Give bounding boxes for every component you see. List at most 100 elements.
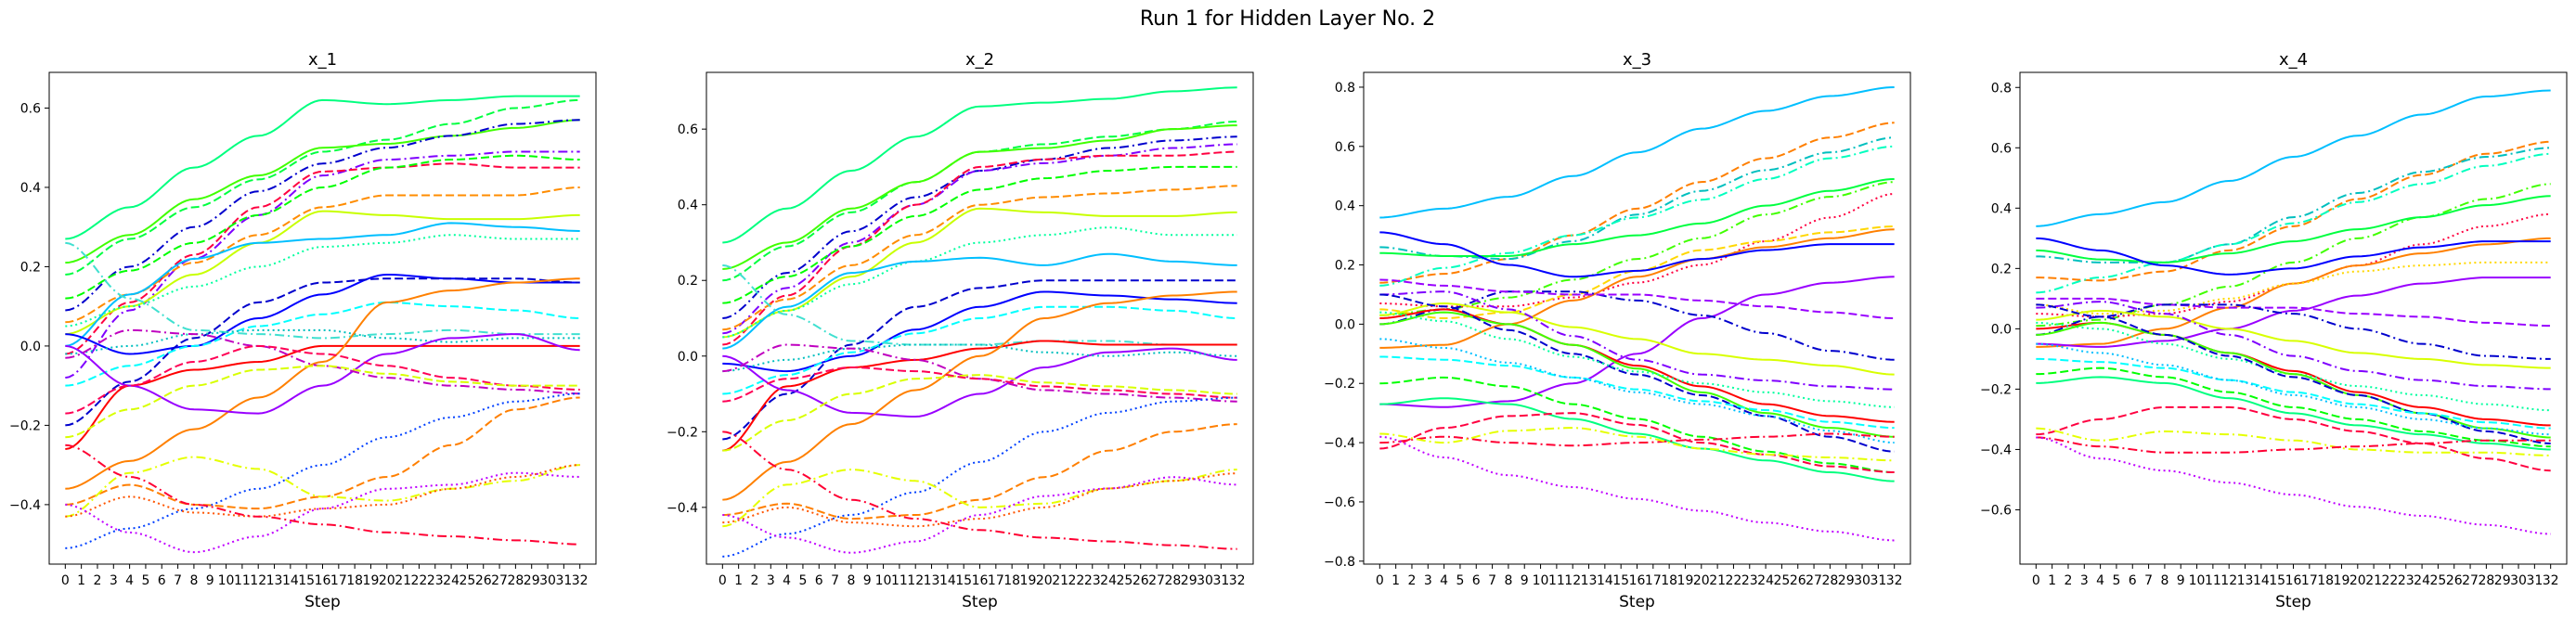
- x-tick-label: 17: [330, 573, 347, 588]
- x-tick-label: 32: [1886, 573, 1903, 588]
- series-line-5: [722, 143, 1237, 335]
- y-tick-label: −0.4: [1324, 436, 1355, 451]
- x-tick-label: 28: [1821, 573, 1838, 588]
- x-tick-label: 23: [1084, 573, 1101, 588]
- x-tick-label: 10: [1533, 573, 1549, 588]
- y-tick-label: 0.0: [20, 340, 41, 354]
- x-tick-label: 23: [427, 573, 444, 588]
- x-tick-label: 19: [363, 573, 380, 588]
- x-tick-label: 29: [1181, 573, 1197, 588]
- axes-frame: [2019, 71, 2568, 565]
- x-tick-label: 10: [2189, 573, 2206, 588]
- x-tick-label: 30: [1854, 573, 1871, 588]
- x-tick-label: 11: [1548, 573, 1565, 588]
- y-tick-label: −0.2: [1980, 382, 2012, 397]
- series-line-26: [2036, 436, 2551, 454]
- x-tick-label: 5: [141, 573, 149, 588]
- series-line-19: [722, 290, 1237, 501]
- figure-title: Run 1 for Hidden Layer No. 2: [1140, 7, 1435, 31]
- x-tick-label: 16: [315, 573, 331, 588]
- y-tick-label: −0.2: [9, 418, 41, 433]
- x-tick-label: 11: [234, 573, 251, 588]
- y-tick-label: −0.6: [1324, 495, 1355, 510]
- x-tick-label: 19: [1677, 573, 1694, 588]
- x-tick-label: 21: [395, 573, 411, 588]
- x-axis-label: Step: [1619, 593, 1655, 611]
- x-tick-label: 26: [475, 573, 492, 588]
- y-tick-label: 0.2: [20, 260, 41, 275]
- x-tick-label: 31: [2526, 573, 2543, 588]
- x-tick-label: 8: [847, 573, 855, 588]
- y-tick-label: 0.2: [1335, 259, 1355, 274]
- series-line-17: [65, 344, 580, 451]
- series-line-26: [722, 472, 1237, 528]
- y-tick-label: 0.6: [678, 122, 698, 137]
- series-line-5: [1379, 181, 1895, 316]
- x-tick-label: 14: [2253, 573, 2270, 588]
- x-tick-label: 7: [2144, 573, 2153, 588]
- x-tick-label: 32: [2543, 573, 2559, 588]
- series-line-2: [1379, 122, 1895, 284]
- series-line-18: [65, 277, 580, 490]
- x-tick-label: 0: [1376, 573, 1384, 588]
- series-line-3: [1379, 136, 1895, 261]
- x-tick-label: 27: [2462, 573, 2479, 588]
- series-line-24: [1379, 432, 1895, 447]
- x-tick-label: 5: [2112, 573, 2120, 588]
- x-tick-label: 17: [2301, 573, 2318, 588]
- x-tick-label: 2: [94, 573, 102, 588]
- x-tick-label: 13: [924, 573, 940, 588]
- x-tick-label: 2: [1408, 573, 1417, 588]
- x-tick-label: 8: [189, 573, 198, 588]
- y-tick-label: 0.8: [1991, 81, 2012, 96]
- x-tick-label: 20: [1036, 573, 1053, 588]
- series-line-16: [1379, 311, 1895, 438]
- series-line-24: [722, 423, 1237, 521]
- series-line-4: [65, 119, 580, 312]
- x-tick-label: 6: [815, 573, 823, 588]
- x-tick-label: 14: [282, 573, 299, 588]
- y-tick-label: 0.4: [20, 181, 41, 196]
- series-line-25: [1379, 412, 1895, 474]
- series-line-18: [1379, 293, 1895, 453]
- series-line-12: [2036, 297, 2551, 328]
- series-line-14: [65, 301, 580, 387]
- x-tick-label: 16: [1629, 573, 1646, 588]
- series-line-23: [722, 396, 1237, 558]
- x-tick-label: 14: [1597, 573, 1613, 588]
- x-tick-label: 18: [2317, 573, 2334, 588]
- series-line-2: [722, 121, 1237, 282]
- x-tick-label: 23: [2398, 573, 2414, 588]
- x-tick-label: 27: [1148, 573, 1165, 588]
- x-tick-label: 28: [2478, 573, 2494, 588]
- x-tick-label: 32: [572, 573, 589, 588]
- series-line-17: [722, 347, 1237, 418]
- y-tick-label: −0.4: [9, 498, 41, 513]
- x-tick-label: 12: [907, 573, 924, 588]
- x-tick-label: 15: [298, 573, 315, 588]
- x-tick-label: 30: [539, 573, 556, 588]
- series-line-23: [1379, 376, 1895, 474]
- x-tick-label: 28: [1164, 573, 1181, 588]
- x-tick-label: 7: [1488, 573, 1496, 588]
- x-tick-label: 9: [863, 573, 872, 588]
- x-tick-label: 3: [110, 573, 118, 588]
- x-tick-label: 9: [206, 573, 214, 588]
- series-line-1: [65, 95, 580, 240]
- series-line-28: [65, 443, 580, 546]
- series-line-22: [722, 366, 1237, 403]
- x-tick-label: 12: [250, 573, 266, 588]
- y-tick-label: 0.6: [1991, 141, 2012, 156]
- axes-title: x_4: [2279, 50, 2308, 70]
- series-line-17: [2036, 321, 2551, 412]
- series-line-27: [722, 476, 1237, 554]
- y-tick-label: 0.0: [1991, 322, 2012, 337]
- series-line-28: [722, 431, 1237, 550]
- series-line-3: [722, 124, 1237, 270]
- series-line-1: [722, 86, 1237, 244]
- series-line-7: [722, 165, 1237, 304]
- x-tick-label: 12: [1564, 573, 1581, 588]
- y-tick-label: 0.2: [1991, 262, 2012, 276]
- series-group: [722, 86, 1237, 558]
- x-tick-label: 6: [1472, 573, 1481, 588]
